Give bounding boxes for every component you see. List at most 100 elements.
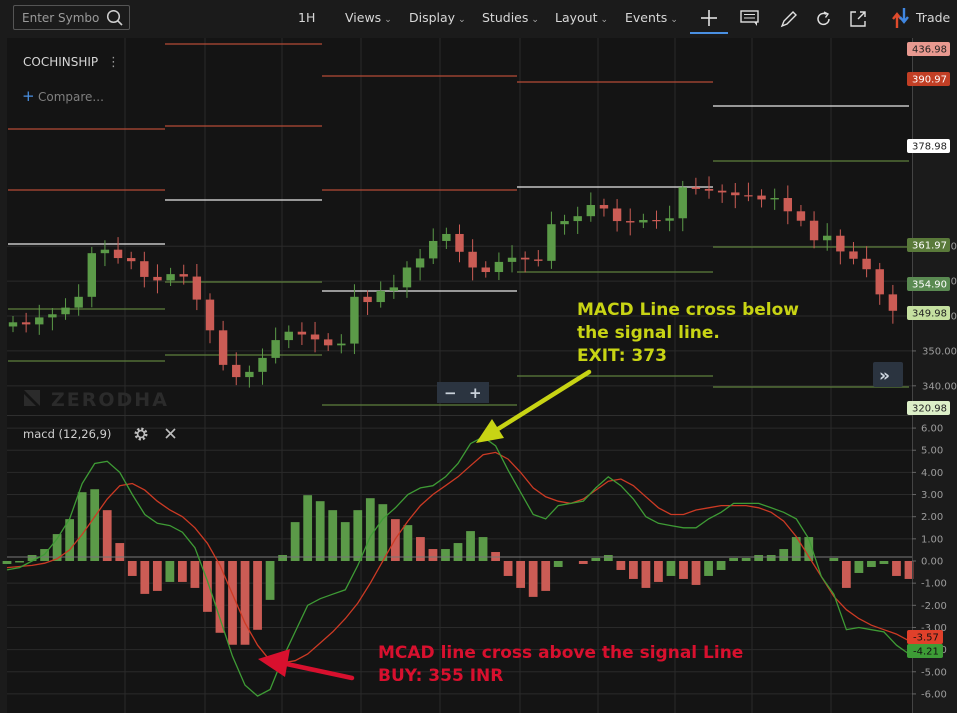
candle bbox=[100, 240, 110, 267]
candle-body bbox=[862, 258, 871, 270]
candle bbox=[507, 245, 517, 273]
candle bbox=[350, 284, 359, 355]
popout-icon[interactable] bbox=[848, 9, 868, 29]
candle bbox=[153, 264, 162, 294]
candle bbox=[796, 205, 806, 227]
macd-histogram-bar bbox=[704, 561, 713, 576]
macd-histogram-bar bbox=[441, 549, 450, 561]
price-level-tag: 436.98 bbox=[907, 42, 950, 56]
candle bbox=[639, 213, 648, 229]
close-icon[interactable] bbox=[165, 428, 176, 439]
macd-histogram-bar bbox=[265, 561, 275, 600]
candle bbox=[61, 298, 70, 320]
macd-histogram-bar bbox=[190, 561, 200, 588]
candle bbox=[8, 316, 18, 333]
price-level-tag-label: 390.97 bbox=[912, 75, 947, 86]
candle-body bbox=[520, 257, 530, 260]
zoom-in-button[interactable]: + bbox=[469, 384, 482, 402]
plus-icon[interactable]: + bbox=[22, 87, 35, 105]
macd-histogram-bar bbox=[578, 561, 588, 564]
candle-body bbox=[586, 205, 596, 217]
price-level-tag-bg bbox=[907, 238, 950, 252]
menu-display-label: Display bbox=[409, 10, 456, 25]
more-options-icon[interactable]: ⋮ bbox=[107, 55, 120, 70]
candle-body bbox=[626, 221, 635, 223]
macd-histogram-bar bbox=[65, 519, 75, 561]
macd-histogram-bar bbox=[315, 501, 325, 561]
candle-body bbox=[494, 261, 504, 273]
macd-histogram-bar bbox=[841, 561, 851, 588]
macd-histogram-bar bbox=[228, 561, 237, 645]
macd-value-marker-bg bbox=[907, 630, 943, 644]
candle-body bbox=[481, 267, 490, 273]
menu-layout[interactable]: Layout ⌄ bbox=[555, 10, 608, 25]
candle-body bbox=[153, 276, 162, 281]
zerodha-logo-icon bbox=[24, 390, 40, 406]
macd-histogram-bar bbox=[641, 561, 651, 588]
price-level-tag-bg bbox=[907, 306, 950, 320]
crosshair-icon[interactable] bbox=[690, 1, 728, 35]
macd-histogram-bar bbox=[754, 555, 764, 561]
macd-tick-label: -3.00 bbox=[921, 623, 947, 634]
search-input[interactable] bbox=[22, 10, 100, 26]
menu-display[interactable]: Display ⌄ bbox=[409, 10, 466, 25]
menu-views[interactable]: Views ⌄ bbox=[345, 10, 392, 25]
candle bbox=[205, 293, 215, 344]
candle bbox=[717, 184, 727, 203]
menu-studies[interactable]: Studies ⌄ bbox=[482, 10, 539, 25]
zoom-panel bbox=[437, 382, 489, 403]
candle bbox=[757, 189, 766, 208]
candle-body bbox=[218, 330, 228, 365]
macd-histogram-bar bbox=[178, 561, 187, 582]
macd-tick-label: 3.00 bbox=[921, 490, 943, 501]
candle-body bbox=[849, 251, 858, 259]
signal-line bbox=[6, 451, 910, 664]
compare-button[interactable]: Compare... bbox=[38, 90, 104, 104]
macd-histogram-bar bbox=[829, 558, 839, 561]
price-level-tag-label: 349.98 bbox=[912, 309, 947, 320]
macd-value-marker-label: -4.21 bbox=[913, 647, 939, 658]
macd-histogram-bar bbox=[766, 555, 776, 561]
macd-tick-label: 5.00 bbox=[921, 446, 943, 457]
candle-body bbox=[442, 233, 451, 241]
macd-histogram-bar bbox=[27, 555, 37, 561]
draw-pencil-icon[interactable] bbox=[779, 9, 799, 29]
scroll-latest-button[interactable]: » bbox=[873, 362, 903, 387]
candle-body bbox=[48, 314, 57, 318]
trade-button[interactable]: Trade bbox=[916, 10, 951, 25]
macd-tick-label: 1.00 bbox=[921, 534, 943, 545]
search-icon[interactable] bbox=[106, 9, 124, 27]
candle-body bbox=[350, 296, 359, 344]
comment-icon[interactable] bbox=[740, 10, 760, 28]
candle bbox=[218, 320, 228, 371]
candle bbox=[836, 229, 845, 265]
macd-histogram-bar bbox=[616, 561, 626, 570]
candle-body bbox=[100, 249, 110, 254]
macd-tick-label: 6.00 bbox=[921, 424, 943, 435]
chevron-down-icon: ⌄ bbox=[384, 15, 392, 25]
price-level-tag-label: 436.98 bbox=[912, 45, 947, 56]
macd-histogram-bar bbox=[654, 561, 663, 582]
price-level-tag-label: 361.97 bbox=[912, 241, 947, 252]
macd-histogram-bar bbox=[779, 549, 789, 561]
interval-button[interactable]: 1H bbox=[298, 10, 316, 25]
macd-value-marker: -4.21 bbox=[907, 644, 943, 658]
candle bbox=[573, 206, 582, 234]
candle-body bbox=[245, 371, 254, 378]
candle-body bbox=[652, 220, 661, 222]
zoom-out-button[interactable]: − bbox=[444, 384, 457, 402]
candle-body bbox=[35, 317, 44, 325]
menu-events[interactable]: Events ⌄ bbox=[625, 10, 678, 25]
candle bbox=[770, 188, 779, 210]
macd-histogram-bar bbox=[591, 558, 601, 561]
candle bbox=[179, 264, 188, 285]
macd-histogram-bar bbox=[152, 561, 162, 591]
macd-histogram-bar bbox=[867, 561, 876, 567]
gear-icon[interactable] bbox=[134, 427, 148, 441]
macd-histogram-bar bbox=[879, 561, 889, 564]
refresh-icon[interactable] bbox=[814, 9, 834, 29]
symbol-search[interactable] bbox=[13, 5, 130, 30]
toolbar: 1H Views⌄ Display⌄ Studies⌄ Layout⌄ Even… bbox=[0, 0, 957, 39]
candle-body bbox=[717, 190, 727, 193]
candle-body bbox=[744, 195, 753, 197]
